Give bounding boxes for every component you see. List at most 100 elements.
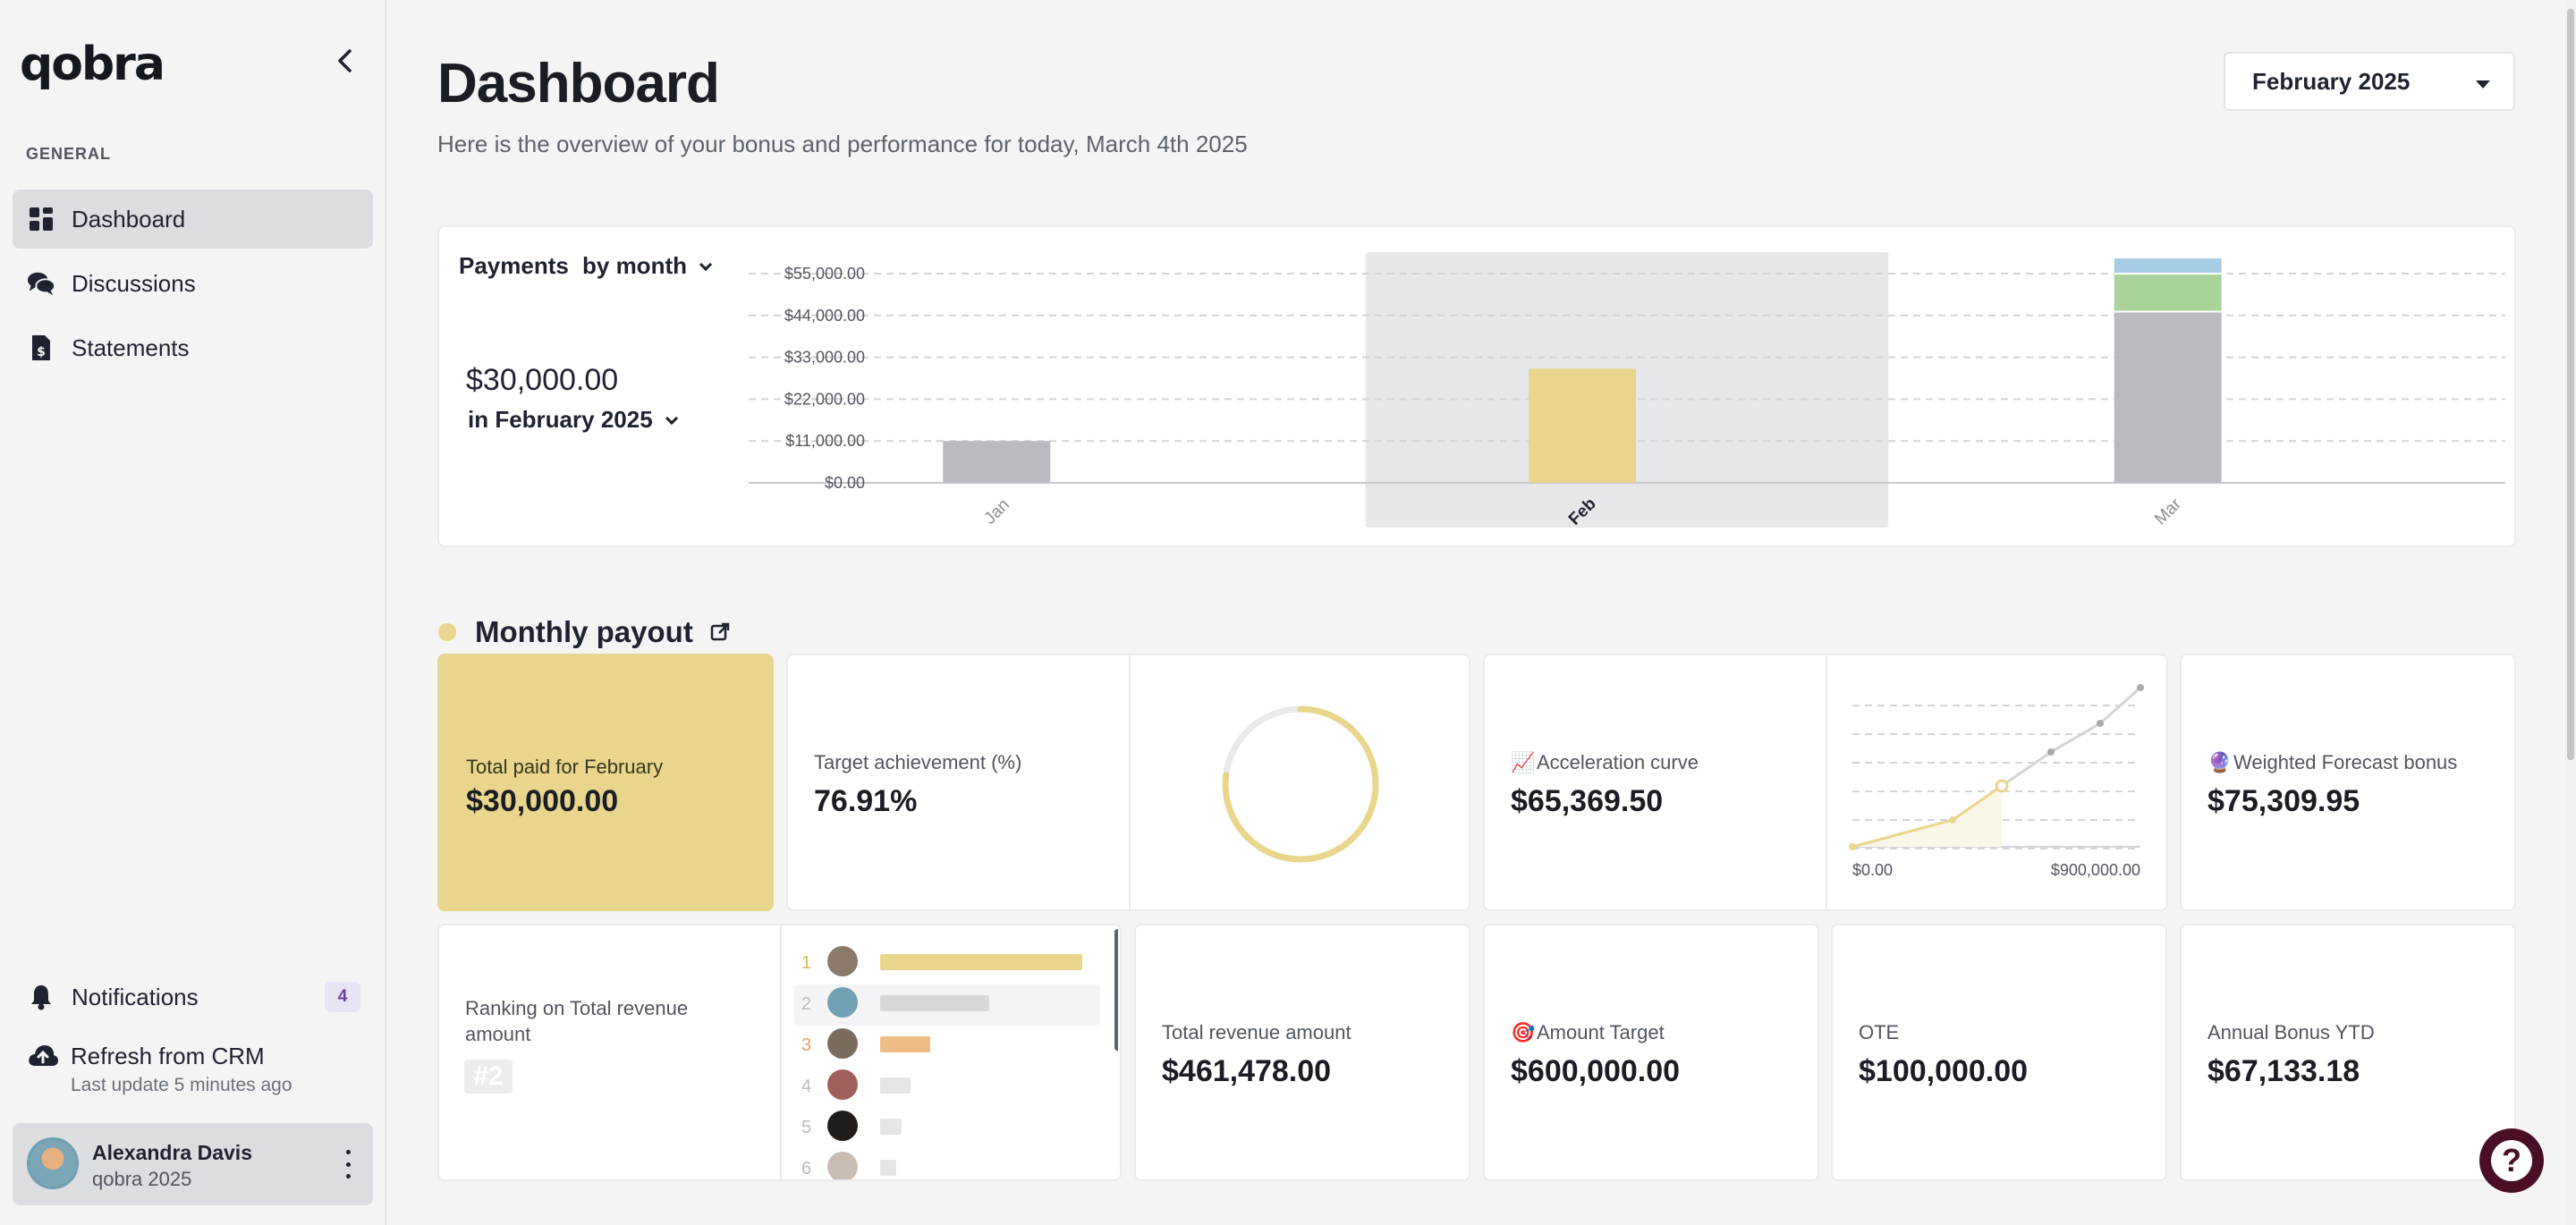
crystal-ball-icon: 🔮 [2207, 751, 2233, 773]
qobra-logo[interactable]: qobra [20, 38, 165, 91]
y-tick-label: $0.00 [825, 474, 865, 492]
user-name: Alexandra Davis [92, 1141, 252, 1164]
rank-number: 1 [801, 953, 812, 973]
collapse-sidebar-button[interactable] [327, 43, 363, 79]
section-dot [438, 623, 456, 641]
acceleration-curve-card: 📈 Acceleration curve $65,369.50 $0.00 $9… [1483, 654, 2168, 911]
page-subtitle: Here is the overview of your bonus and p… [437, 131, 1248, 157]
forecast-value: $75,309.95 [2207, 784, 2360, 818]
payments-card: Payments by month $30,000.00 in February… [437, 225, 2516, 547]
annual-bonus-value: $67,133.18 [2207, 1054, 2360, 1088]
refresh-crm-button[interactable]: Refresh from CRM Last update 5 minutes a… [13, 1037, 373, 1100]
payments-amount: $30,000.00 [466, 363, 619, 397]
chevron-left-icon [338, 49, 352, 72]
period-select[interactable]: February 2025 [2224, 52, 2515, 111]
ranking-bars [827, 946, 1082, 1179]
acceleration-value: $65,369.50 [1511, 784, 1664, 818]
amount-target-card: 🎯 Amount Target $600,000.00 [1483, 924, 1819, 1181]
forecast-label: Weighted Forecast bonus [2233, 751, 2458, 773]
sidebar-item-dashboard[interactable]: Dashboard [13, 190, 373, 249]
payments-label: Payments [459, 252, 569, 279]
annual-bonus-card: Annual Bonus YTD $67,133.18 [2180, 924, 2516, 1181]
chart-up-icon: 📈 [1511, 751, 1536, 773]
help-button[interactable]: ? [2479, 1128, 2544, 1193]
rank-chip: #2 [464, 1060, 513, 1094]
target-achievement-card: Target achievement (%) 76.91% [786, 654, 1470, 911]
period-select-value: February 2025 [2252, 67, 2411, 95]
total-revenue-card: Total revenue amount $461,478.00 [1134, 924, 1470, 1181]
target-achievement-ring [1222, 705, 1379, 863]
sidebar-item-label: Statements [72, 334, 190, 361]
rank-number: 4 [801, 1077, 812, 1096]
total-paid-label: Total paid for February [466, 756, 664, 778]
annual-bonus-label: Annual Bonus YTD [2207, 1021, 2375, 1043]
ranking-list[interactable]: 1 2 3 4 5 6 [782, 925, 1118, 1179]
total-revenue-label: Total revenue amount [1162, 1021, 1352, 1043]
last-update-text: Last update 5 minutes ago [71, 1075, 292, 1095]
external-link-icon[interactable] [710, 622, 730, 642]
y-tick-label: $33,000.00 [784, 349, 865, 367]
bell-icon [27, 983, 55, 1011]
total-paid-card: Total paid for February $30,000.00 [437, 654, 774, 911]
sidebar: qobra GENERAL Dashboard Discussions $ St… [0, 0, 386, 1225]
chat-icon [27, 269, 55, 298]
acceleration-x-min: $0.00 [1852, 861, 1893, 879]
refresh-label: Refresh from CRM [71, 1043, 265, 1069]
rank-number: 5 [801, 1118, 812, 1137]
payments-grouping-select[interactable]: by month [582, 252, 713, 280]
payments-period-value: in February 2025 [468, 406, 653, 433]
rank-number: 6 [801, 1159, 812, 1179]
amount-target-label: Amount Target [1537, 1021, 1665, 1043]
bar-mar [2114, 311, 2222, 483]
acceleration-label: Acceleration curve [1537, 751, 1699, 773]
ote-label: OTE [1859, 1021, 1900, 1043]
user-org: qobra 2025 [92, 1168, 192, 1190]
sidebar-item-label: Dashboard [72, 205, 186, 232]
help-icon: ? [2491, 1140, 2532, 1181]
x-tick-label: Mar [2151, 494, 2185, 528]
sidebar-item-discussions[interactable]: Discussions [13, 254, 373, 313]
notifications-label: Notifications [72, 983, 199, 1010]
payments-grouping-value: by month [582, 252, 687, 279]
ote-card: OTE $100,000.00 [1831, 924, 2167, 1181]
forecast-bonus-card: 🔮 Weighted Forecast bonus $75,309.95 [2180, 654, 2516, 911]
target-achievement-label: Target achievement (%) [814, 751, 1022, 773]
sidebar-section-label: GENERAL [26, 145, 112, 163]
x-tick-label: Jan [980, 495, 1013, 528]
avatar [27, 1137, 79, 1189]
total-paid-value: $30,000.00 [466, 784, 619, 818]
notifications-count-badge: 4 [325, 982, 360, 1012]
bar-mar [2114, 258, 2222, 274]
y-tick-label: $44,000.00 [784, 307, 865, 325]
statement-icon: $ [27, 334, 55, 362]
ote-value: $100,000.00 [1859, 1054, 2029, 1088]
ranking-label: Ranking on Total revenue amount [465, 997, 689, 1045]
bar-jan [943, 441, 1051, 483]
more-vertical-icon[interactable] [339, 1150, 357, 1179]
divider [780, 925, 782, 1179]
notifications-button[interactable]: Notifications 4 [13, 975, 373, 1019]
page-scrollbar[interactable] [2565, 0, 2576, 1225]
ranking-scrollbar[interactable] [1114, 929, 1118, 1051]
caret-down-icon [2476, 80, 2490, 89]
amount-target-value: $600,000.00 [1511, 1054, 1681, 1088]
bar-feb [1529, 368, 1636, 483]
y-tick-label: $55,000.00 [784, 265, 865, 283]
sidebar-item-label: Discussions [72, 269, 196, 297]
y-tick-label: $22,000.00 [784, 390, 865, 408]
divider [1826, 655, 1827, 909]
payments-period-select[interactable]: in February 2025 [468, 406, 678, 434]
target-achievement-value: 76.91% [814, 784, 918, 818]
acceleration-x-max: $900,000.00 [2051, 861, 2140, 879]
monthly-payout-title: Monthly payout [475, 615, 693, 648]
scrollbar-thumb[interactable] [2567, 9, 2574, 760]
user-profile[interactable]: Alexandra Davis qobra 2025 [13, 1123, 373, 1205]
acceleration-curve-chart: $0.00 $900,000.00 [1849, 684, 2144, 879]
total-revenue-value: $461,478.00 [1162, 1054, 1332, 1088]
rank-number: 3 [801, 1035, 812, 1055]
grid-icon [27, 205, 55, 233]
cloud-upload-icon [27, 1043, 59, 1072]
ranking-card: Ranking on Total revenue amount #2 1 2 3… [437, 924, 1122, 1181]
sidebar-item-statements[interactable]: $ Statements [13, 318, 373, 377]
bar-mar [2114, 274, 2222, 312]
